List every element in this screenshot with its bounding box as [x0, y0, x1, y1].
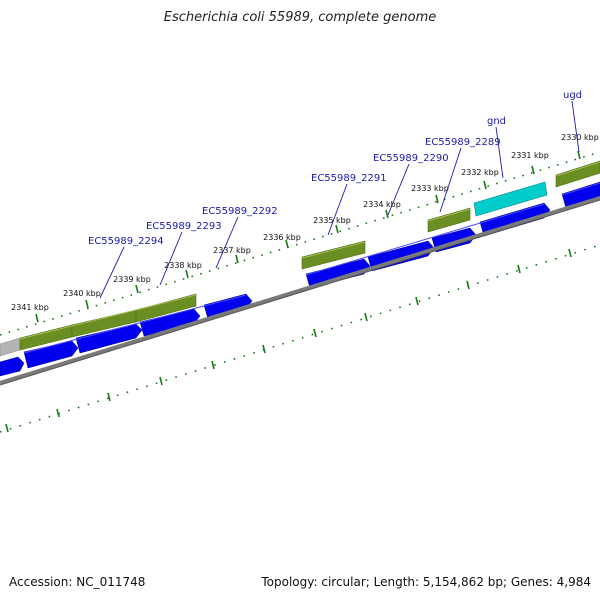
tick-label-t2331: 2331 kbp	[511, 151, 549, 160]
tick-label-t2338: 2338 kbp	[164, 261, 202, 270]
inner-major-tick	[365, 313, 367, 321]
tick-label-t2337: 2337 kbp	[213, 246, 251, 255]
inner-major-tick	[108, 393, 110, 401]
genome-map: ugd gnd EC55989_2289 EC55989_2290 EC55989_22…	[0, 0, 600, 600]
inner-major-tick	[467, 281, 469, 289]
inner-major-tick	[518, 265, 520, 273]
tick-label-t2332: 2332 kbp	[461, 168, 499, 177]
tick-label-t2334: 2334 kbp	[363, 200, 401, 209]
tick-label-t2333: 2333 kbp	[411, 184, 449, 193]
gene-label-g2294[interactable]: EC55989_2294	[88, 236, 164, 247]
major-tick	[336, 225, 338, 233]
cds-track	[0, 182, 600, 376]
inner-major-tick	[263, 345, 265, 353]
tick-label-t2336: 2336 kbp	[263, 233, 301, 242]
major-tick	[86, 300, 88, 308]
gene-track	[0, 161, 600, 356]
inner-major-tick	[160, 377, 162, 385]
gene-highlights	[20, 162, 600, 339]
tick-label-t2340: 2340 kbp	[63, 289, 101, 298]
major-tick	[484, 181, 486, 189]
gene-label-gnd[interactable]: gnd	[487, 116, 506, 127]
leader-line-ugd	[572, 101, 579, 152]
tick-label-t2335: 2335 kbp	[313, 216, 351, 225]
cds-arrow[interactable]	[0, 357, 24, 376]
gene-label-g2292[interactable]: EC55989_2292	[202, 206, 278, 217]
leader-line-g2291	[328, 184, 347, 235]
major-tick	[36, 314, 38, 322]
inner-major-tick	[57, 409, 59, 417]
genome-summary-text: Topology: circular; Length: 5,154,862 bp…	[261, 575, 591, 589]
tick-label-t2339: 2339 kbp	[113, 275, 151, 284]
major-tick	[236, 255, 238, 263]
gene-label-ugd[interactable]: ugd	[563, 90, 582, 101]
highlight	[24, 295, 246, 353]
major-tick	[136, 285, 138, 293]
tick-label-t2341: 2341 kbp	[11, 303, 49, 312]
tick-label-t2330: 2330 kbp	[561, 133, 599, 142]
gene-label-g2290[interactable]: EC55989_2290	[373, 153, 449, 164]
inner-major-tick	[6, 424, 8, 432]
leader-line-g2294	[100, 247, 124, 298]
gene-bar-gray[interactable]	[0, 338, 20, 356]
gene-label-g2291[interactable]: EC55989_2291	[311, 173, 387, 184]
inner-major-tick	[569, 249, 571, 257]
accession-text: Accession: NC_011748	[9, 575, 145, 589]
inner-major-tick	[416, 297, 418, 305]
major-tick	[186, 270, 188, 278]
gene-label-g2293[interactable]: EC55989_2293	[146, 221, 222, 232]
highlight	[306, 204, 544, 275]
inner-major-tick	[212, 361, 214, 369]
major-tick	[578, 151, 580, 159]
major-tick	[386, 210, 388, 218]
inner-major-tick	[314, 329, 316, 337]
gene-label-g2289[interactable]: EC55989_2289	[425, 137, 501, 148]
